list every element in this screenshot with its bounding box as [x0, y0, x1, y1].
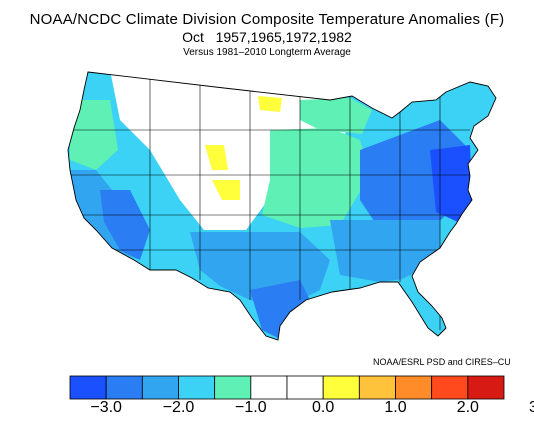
colorbar-swatch: [69, 375, 107, 400]
colorbar-swatch: [141, 375, 179, 400]
map-region-northern-rockies: [110, 72, 350, 230]
map-region-southwest-desert: [100, 190, 150, 260]
colorbar-swatch: [286, 375, 324, 400]
colorbar-swatch: [358, 375, 396, 400]
map-region-warm-colorado: [212, 180, 240, 200]
credit-label: NOAA/ESRL PSD and CIRES–CU: [373, 357, 511, 367]
colorbar-swatch: [105, 375, 143, 400]
map-region-pacific-northwest: [70, 100, 118, 170]
map-region-florida: [400, 270, 440, 334]
chart-subtitle: Oct 1957,1965,1972,1982: [182, 29, 352, 45]
colorbar-tick-label: 1.0: [384, 399, 407, 416]
colorbar-swatch: [395, 375, 433, 400]
colorbar-swatch: [322, 375, 360, 400]
map-region-texas-gulf-coast: [250, 280, 310, 340]
map-region-mid-atlantic: [430, 145, 472, 222]
chart-title: NOAA/NCDC Climate Division Composite Tem…: [29, 11, 505, 28]
colorbar-tick-label: 3.0: [529, 399, 534, 416]
colorbar-swatch: [178, 375, 216, 400]
state-boundaries: [68, 72, 470, 330]
map-region-warm-wyoming: [205, 145, 228, 170]
colorbar-tick-label: −1.0: [235, 399, 267, 416]
chart-baseline-note: Versus 1981–2010 Longterm Average: [183, 47, 351, 58]
colorbar-tick-label: 2.0: [456, 399, 479, 416]
map-region-warm-north-dakota: [258, 96, 282, 112]
map-region-southeast: [330, 220, 440, 282]
colorbar-swatch: [250, 375, 288, 400]
colorbar-tick-label: −2.0: [162, 399, 195, 416]
colorbar-tick-label: 0.0: [312, 399, 335, 416]
colorbar-swatch: [467, 375, 505, 400]
map-region-upper-midwest: [300, 98, 372, 134]
colorbar-swatch: [214, 375, 252, 400]
map-region-central-plains: [262, 128, 370, 228]
colorbar-tick-label: −3.0: [90, 399, 122, 416]
colorbar-swatch: [431, 375, 469, 400]
